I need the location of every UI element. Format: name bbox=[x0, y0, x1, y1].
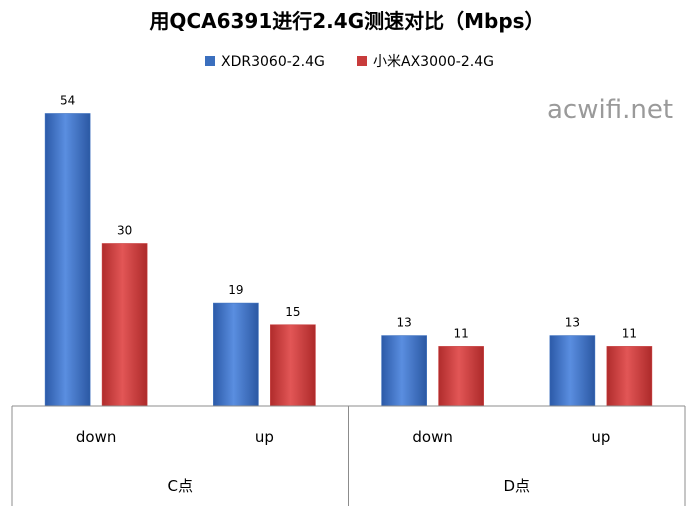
legend-label-0: XDR3060-2.4G bbox=[221, 54, 325, 70]
legend: XDR3060-2.4G 小米AX3000-2.4G bbox=[205, 54, 494, 70]
data-label-0-1: 19 bbox=[228, 283, 243, 297]
data-label-1-3: 11 bbox=[622, 326, 637, 340]
data-label-0-0: 54 bbox=[60, 94, 75, 108]
data-label-1-2: 11 bbox=[453, 326, 468, 340]
watermark: acwifi.net bbox=[547, 95, 673, 125]
legend-swatch-1 bbox=[357, 56, 367, 66]
group-label-0: C点 bbox=[168, 477, 193, 495]
chart-title: 用QCA6391进行2.4G测速对比（Mbps） bbox=[149, 9, 544, 33]
data-label-1-1: 15 bbox=[285, 305, 300, 319]
data-label-0-3: 13 bbox=[565, 316, 580, 330]
group-label-1: D点 bbox=[503, 477, 530, 495]
category-label-0: down bbox=[76, 428, 116, 446]
bar-1-2 bbox=[438, 346, 484, 407]
bar-0-2 bbox=[381, 335, 427, 407]
category-axis: down up down up C点 D点 bbox=[11, 405, 686, 506]
bar-0-1 bbox=[213, 302, 259, 407]
data-label-1-0: 30 bbox=[117, 224, 132, 238]
category-label-3: up bbox=[591, 428, 610, 446]
bar-0-0 bbox=[44, 113, 91, 407]
category-label-1: up bbox=[255, 428, 274, 446]
data-label-0-2: 13 bbox=[396, 316, 411, 330]
legend-swatch-0 bbox=[205, 56, 215, 66]
bar-0-3 bbox=[549, 335, 596, 407]
bar-1-0 bbox=[101, 243, 148, 407]
legend-label-1: 小米AX3000-2.4G bbox=[373, 54, 494, 70]
bar-1-3 bbox=[606, 346, 653, 407]
bar-1-1 bbox=[270, 324, 316, 407]
bars-layer: 54 30 19 15 13 11 13 11 bbox=[44, 94, 653, 407]
category-label-2: down bbox=[412, 428, 452, 446]
